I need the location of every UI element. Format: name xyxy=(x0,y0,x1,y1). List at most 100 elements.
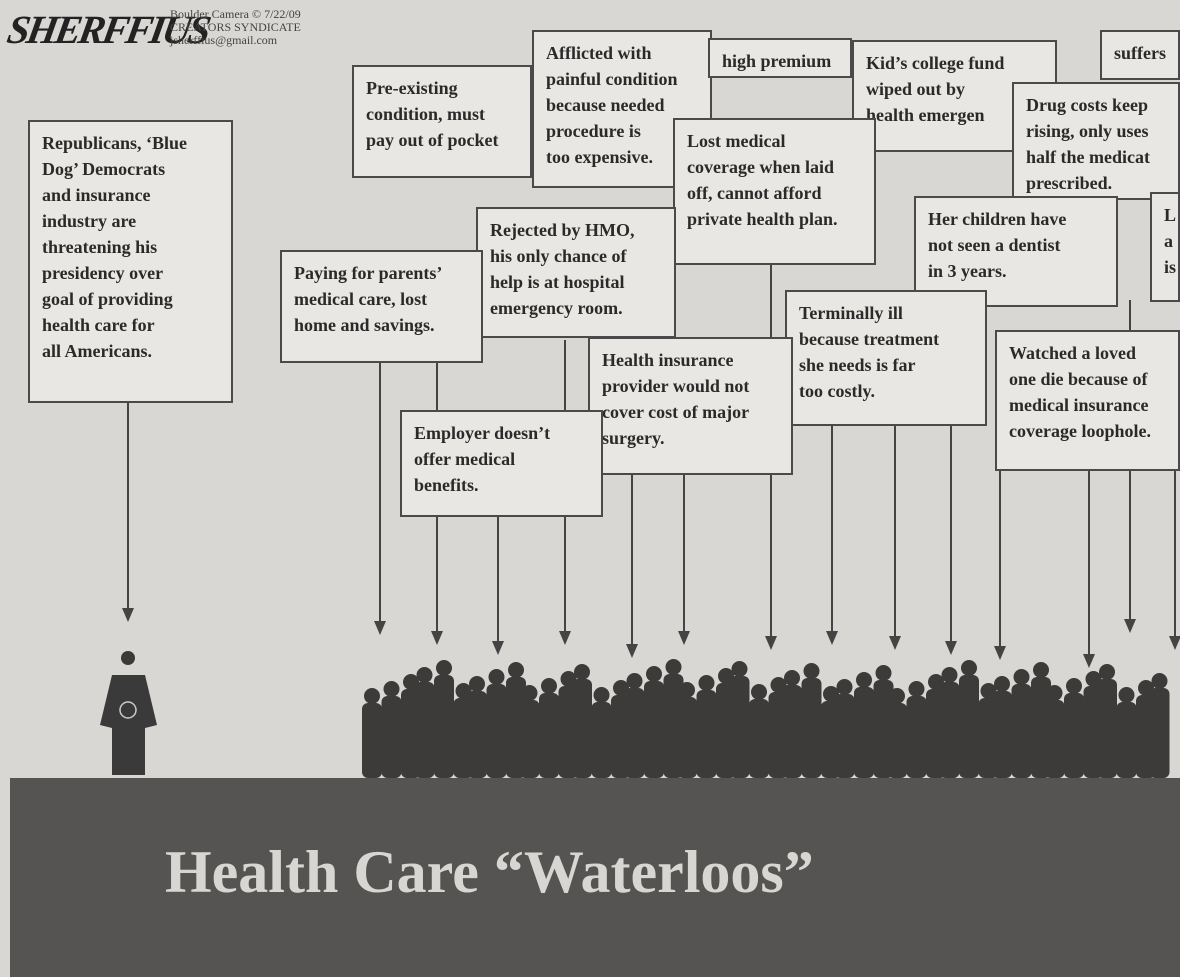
arrow-head xyxy=(994,646,1006,660)
caption-line: suffers xyxy=(1114,40,1166,66)
person-head xyxy=(594,687,610,703)
person-body xyxy=(992,691,1012,778)
person-body xyxy=(887,703,907,778)
arrow-head xyxy=(559,631,571,645)
person-body xyxy=(434,675,454,778)
arrow-head xyxy=(1083,654,1095,668)
person-body xyxy=(572,679,592,778)
person-body xyxy=(415,682,435,778)
person-body xyxy=(959,675,979,778)
caption-line: Terminally ill xyxy=(799,300,973,326)
caption-line: Pre-existing xyxy=(366,75,518,101)
person-head xyxy=(942,667,958,683)
caption-line: offer medical xyxy=(414,446,589,472)
person-head xyxy=(417,667,433,683)
person-body xyxy=(487,684,507,778)
caption-line: not seen a dentist xyxy=(928,232,1104,258)
person-head xyxy=(876,665,892,681)
caption-line: private health plan. xyxy=(687,206,862,232)
arrow-head xyxy=(826,631,838,645)
caption-line: coverage when laid xyxy=(687,154,862,180)
person-head xyxy=(522,685,538,701)
caption-line: L xyxy=(1164,202,1166,228)
person-head xyxy=(909,681,925,697)
person-head xyxy=(508,662,524,678)
person-body xyxy=(940,682,960,778)
person-head xyxy=(889,688,905,704)
caption-line: too costly. xyxy=(799,378,973,404)
person-head xyxy=(384,681,400,697)
person-body xyxy=(1012,684,1032,778)
person-head xyxy=(541,678,557,694)
person-head xyxy=(489,669,505,685)
arrow-head xyxy=(626,644,638,658)
arrow-head xyxy=(945,641,957,655)
person-head xyxy=(646,666,662,682)
person-body xyxy=(854,687,874,778)
person-body xyxy=(1045,700,1065,778)
caption-line: she needs is far xyxy=(799,352,973,378)
person-head xyxy=(469,676,485,692)
person-head xyxy=(837,679,853,695)
caption-line: medical insurance xyxy=(1009,392,1166,418)
speaker-head xyxy=(121,651,135,665)
caption-line: in 3 years. xyxy=(928,258,1104,284)
person-body xyxy=(467,691,487,778)
caption-line: condition, must xyxy=(366,101,518,127)
caption-line: help is at hospital xyxy=(490,269,662,295)
arrow-head xyxy=(1124,619,1136,633)
person-body xyxy=(782,685,802,778)
arrow-head xyxy=(492,641,504,655)
caption-line: Drug costs keep xyxy=(1026,92,1166,118)
person-body xyxy=(1117,702,1137,778)
caption-box: Pre-existingcondition, mustpay out of po… xyxy=(352,65,532,178)
caption-line: Her children have xyxy=(928,206,1104,232)
caption-line: home and savings. xyxy=(294,312,469,338)
caption-line: off, cannot afford xyxy=(687,180,862,206)
caption-line: surgery. xyxy=(602,425,779,451)
caption-line: Lost medical xyxy=(687,128,862,154)
caption-line: industry are xyxy=(42,208,219,234)
caption-line: emergency room. xyxy=(490,295,662,321)
arrow-head xyxy=(765,636,777,650)
arrow-head xyxy=(122,608,134,622)
caption-line: Republicans, ‘Blue xyxy=(42,130,219,156)
person-head xyxy=(1014,669,1030,685)
caption-line: presidency over xyxy=(42,260,219,286)
person-body xyxy=(907,696,927,778)
person-body xyxy=(835,694,855,778)
podium xyxy=(100,675,157,775)
person-head xyxy=(574,664,590,680)
caption-line: Rejected by HMO, xyxy=(490,217,662,243)
caption-line: a xyxy=(1164,228,1166,254)
person-body xyxy=(1064,693,1084,778)
caption-line: Kid’s college fund xyxy=(866,50,1043,76)
cartoon: Republicans, ‘BlueDog’ Democratsand insu… xyxy=(0,0,1180,977)
caption-line: because needed xyxy=(546,92,698,118)
caption-line: half the medicat xyxy=(1026,144,1166,170)
caption-box: suffers xyxy=(1100,30,1180,80)
person-head xyxy=(1119,687,1135,703)
person-body xyxy=(1097,679,1117,778)
caption-line: is xyxy=(1164,254,1166,280)
person-head xyxy=(1066,678,1082,694)
person-head xyxy=(732,661,748,677)
caption-line: Health insurance xyxy=(602,347,779,373)
caption-line: Dog’ Democrats xyxy=(42,156,219,182)
credit: Boulder Camera © 7/22/09 CREATORS SYNDIC… xyxy=(170,8,301,47)
arrow-head xyxy=(374,621,386,635)
caption-line: medical care, lost xyxy=(294,286,469,312)
caption-line: and insurance xyxy=(42,182,219,208)
arrow-head xyxy=(889,636,901,650)
person-body xyxy=(1150,688,1170,778)
caption-line: benefits. xyxy=(414,472,589,498)
caption-line: coverage loophole. xyxy=(1009,418,1166,444)
